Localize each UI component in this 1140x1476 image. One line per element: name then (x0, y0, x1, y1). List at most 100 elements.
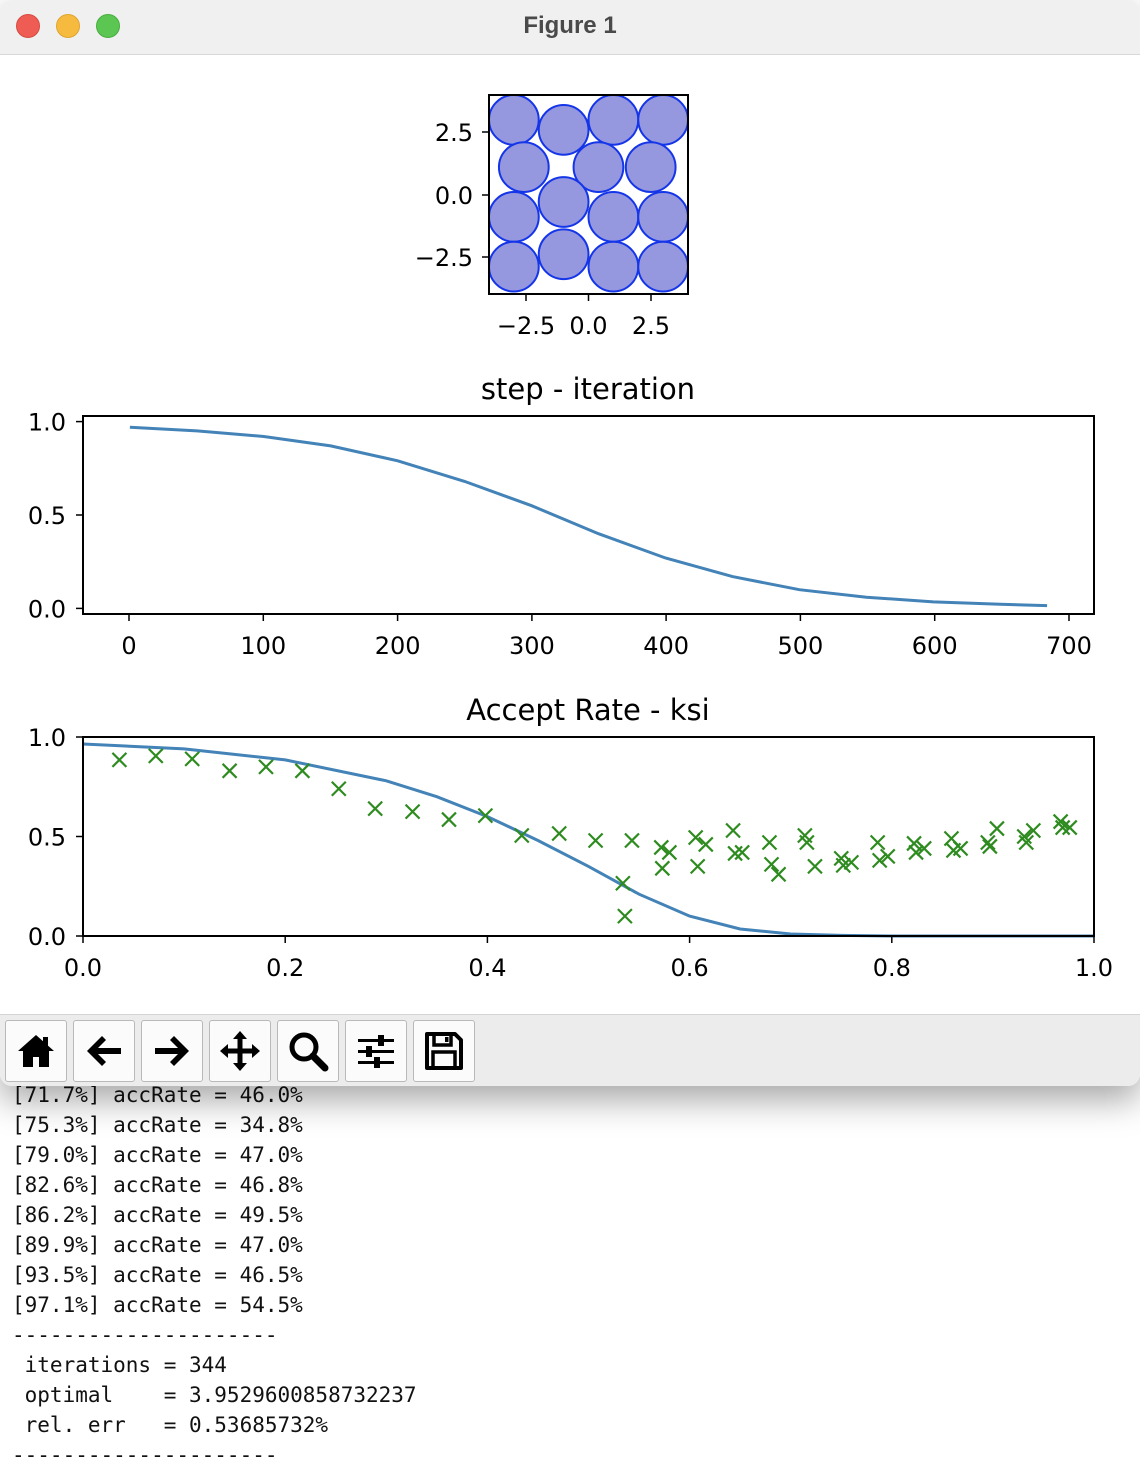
accept-rate-marker (869, 834, 886, 851)
x-tick-label: −2.5 (497, 312, 555, 340)
accept-rate-marker (687, 829, 704, 846)
console-line: [79.0%] accRate = 47.0% (12, 1143, 303, 1167)
console-line: [89.9%] accRate = 47.0% (12, 1233, 303, 1257)
x-tick-label: 0 (121, 632, 136, 660)
packing-x-ticks: −2.5 0.0 2.5 (497, 294, 670, 340)
save-button[interactable] (413, 1020, 475, 1082)
pan-button[interactable] (209, 1020, 271, 1082)
accept-rate-marker (111, 752, 128, 768)
packed-disk (637, 240, 689, 293)
packed-disk (537, 228, 590, 281)
accept-rate-marker (807, 858, 823, 875)
y-tick-label: 2.5 (435, 119, 473, 147)
navigation-toolbar (0, 1014, 1140, 1086)
zoom-window-button[interactable] (96, 14, 120, 38)
x-tick-label: 0.8 (873, 954, 911, 982)
packed-disk (637, 191, 689, 243)
accept-rate-marker (835, 857, 852, 874)
console-line: [71.7%] accRate = 46.0% (12, 1083, 303, 1107)
step-plot-title: step - iteration (481, 372, 695, 406)
accept-rate-marker (952, 840, 969, 857)
accept-rate-marker (1061, 819, 1078, 836)
accept-rate-curve (82, 742, 1094, 938)
step-x-ticks: 0 100 200 300 400 500 600 700 (121, 614, 1092, 660)
configure-subplots-button[interactable] (345, 1020, 407, 1082)
packed-disk (537, 103, 590, 156)
y-tick-label: 0.0 (435, 182, 473, 210)
step-plot-frame (82, 415, 1095, 615)
accept-plot-title: Accept Rate - ksi (466, 693, 709, 727)
forward-button[interactable] (141, 1020, 203, 1082)
accept-rate-marker (1018, 834, 1035, 851)
zoom-button[interactable] (277, 1020, 339, 1082)
console-line: [82.6%] accRate = 46.8% (12, 1173, 303, 1197)
packed-disk (637, 94, 689, 146)
y-tick-label: 0.5 (28, 502, 66, 530)
packed-disk (587, 191, 640, 243)
accept-rate-marker (725, 822, 741, 839)
y-tick-label: −2.5 (415, 244, 473, 272)
accept-rate-marker (624, 832, 640, 849)
console-line: [75.3%] accRate = 34.8% (12, 1113, 303, 1137)
floppy-disk-icon (425, 1032, 463, 1070)
accept-rate-marker (653, 839, 670, 856)
x-tick-label: 0.6 (671, 954, 709, 982)
packed-disk (537, 176, 590, 228)
accept-rate-marker (879, 848, 896, 865)
accept-rate-marker (906, 835, 922, 852)
x-tick-label: 0.0 (64, 954, 102, 982)
figure-window: Figure 1 −2.5 0.0 2.5 2.5 0.0 − (0, 0, 1140, 1086)
accept-rate-marker (1025, 822, 1042, 839)
home-button[interactable] (5, 1020, 67, 1082)
accept-rate-marker (615, 875, 631, 892)
accept-rate-marker (221, 763, 238, 779)
accept-rate-marker (982, 838, 998, 855)
terminal-output: [71.7%] accRate = 46.0% [75.3%] accRate … (0, 1083, 1140, 1476)
title-bar[interactable]: Figure 1 (0, 0, 1140, 55)
sliders-icon (358, 1035, 394, 1068)
accept-rate-marker (258, 759, 274, 775)
accept-rate-marker (367, 800, 383, 817)
move-icon (220, 1031, 260, 1071)
y-tick-label: 1.0 (28, 409, 66, 437)
console-line: rel. err = 0.53685732% (12, 1413, 329, 1437)
accept-rate-marker (617, 908, 633, 924)
accept-rate-marker (697, 836, 714, 853)
accept-rate-marker (770, 866, 787, 883)
accept-rate-plot: Accept Rate - ksi 0.0 0.2 0.4 0.6 0.8 1.… (28, 693, 1113, 982)
accept-rate-marker (294, 763, 311, 779)
packed-disk (624, 141, 677, 194)
accept-rate-marker (734, 844, 750, 861)
x-tick-label: 100 (240, 632, 286, 660)
console-line: [97.1%] accRate = 54.5% (12, 1293, 303, 1317)
x-tick-label: 1.0 (1075, 954, 1113, 982)
accept-rate-marker (513, 827, 530, 844)
x-tick-label: 300 (509, 632, 555, 660)
accept-rate-marker (654, 860, 671, 877)
accept-x-ticks: 0.0 0.2 0.4 0.6 0.8 1.0 (64, 936, 1113, 982)
accept-rate-marker (441, 811, 457, 828)
step-curve (129, 425, 1048, 608)
accept-rate-marker (843, 854, 860, 871)
close-window-button[interactable] (16, 14, 40, 38)
x-tick-label: 0.4 (468, 954, 506, 982)
accept-rate-marker (1054, 819, 1071, 836)
y-tick-label: 0.0 (28, 595, 66, 623)
home-icon (18, 1035, 54, 1067)
back-button[interactable] (73, 1020, 135, 1082)
x-tick-label: 700 (1046, 632, 1092, 660)
x-tick-label: 0.0 (569, 312, 607, 340)
accept-rate-marker (184, 751, 200, 767)
accept-rate-marker (980, 834, 996, 851)
console-line: optimal = 3.9529600858732237 (12, 1383, 417, 1407)
arrow-left-icon (87, 1036, 121, 1066)
figure-canvas: −2.5 0.0 2.5 2.5 0.0 −2.5 step - iterati… (28, 94, 1113, 982)
accept-rate-marker (908, 844, 924, 861)
minimize-window-button[interactable] (56, 14, 80, 38)
console-separator: --------------------- (12, 1323, 278, 1347)
packed-disk (488, 191, 540, 243)
magnifier-icon (289, 1032, 329, 1072)
accept-rate-marker (916, 840, 932, 857)
x-tick-label: 400 (643, 632, 689, 660)
packed-disk (587, 240, 640, 293)
